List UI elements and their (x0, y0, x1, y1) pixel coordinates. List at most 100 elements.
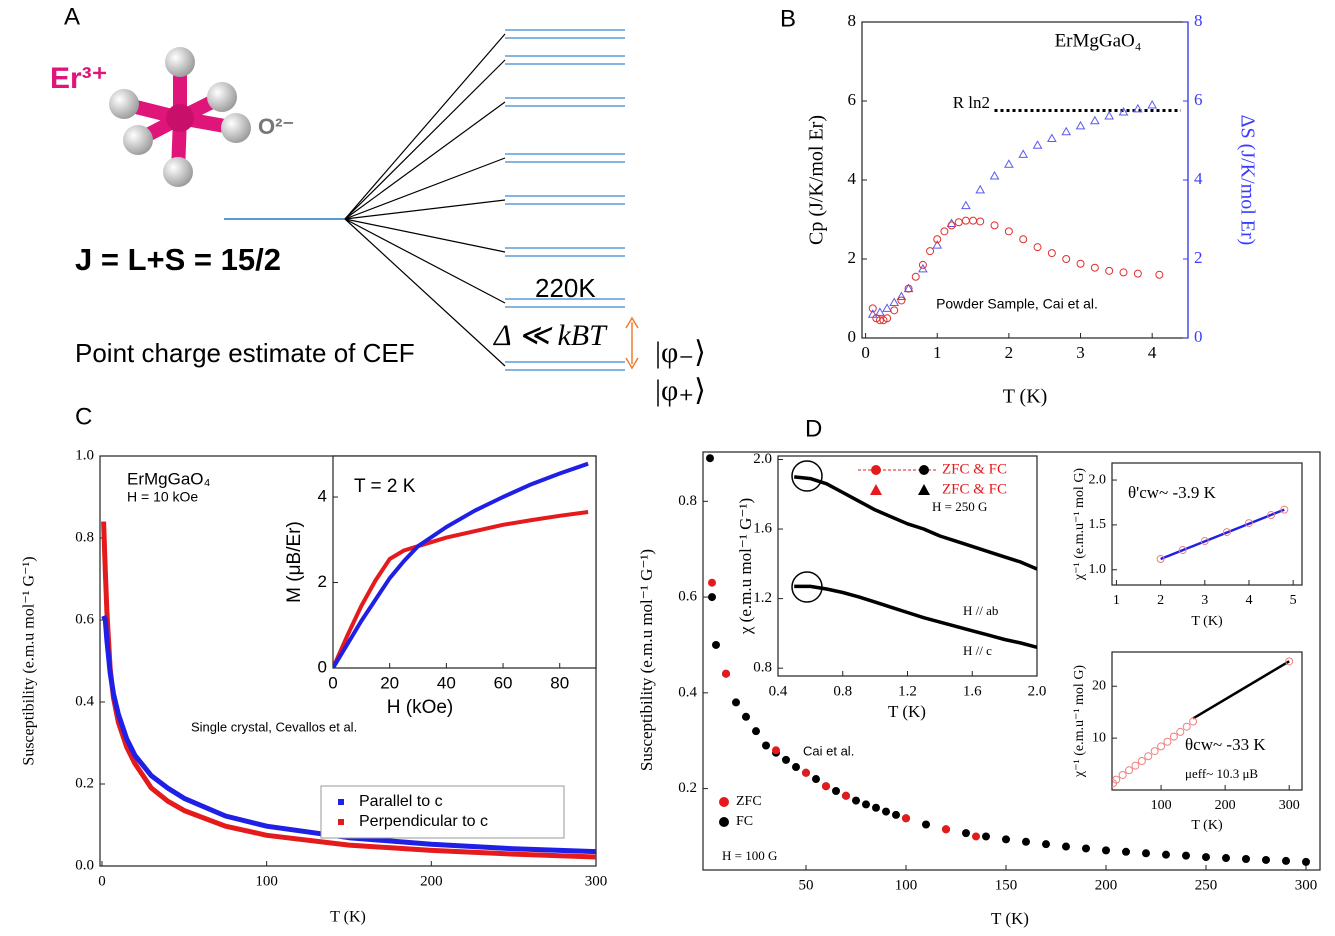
series-group (101, 521, 596, 860)
y-tick-label: 1.2 (753, 590, 772, 606)
data-point (1061, 126, 1072, 136)
y2-axis-label: ΔS (J/K/mol Er) (1236, 115, 1258, 246)
y-tick-label: 0.4 (75, 693, 94, 709)
x-tick-label: 1 (1113, 593, 1120, 608)
data-point (762, 741, 770, 750)
legend-marker (870, 484, 882, 495)
series-group (867, 99, 1181, 325)
oxygen-atom (109, 89, 139, 119)
highlight-ring (791, 460, 823, 492)
y-tick-label: 0 (848, 327, 857, 346)
series-line (1160, 508, 1285, 561)
data-point (1118, 107, 1129, 116)
data-point (926, 247, 935, 256)
data-point (1131, 761, 1140, 770)
fan-line (344, 218, 506, 367)
data-point (1157, 742, 1166, 751)
y-tick-label: 0 (318, 657, 327, 676)
molecule (109, 47, 251, 187)
data-point (962, 829, 970, 838)
x-tick-label: 4 (1245, 593, 1252, 608)
data-point (1155, 270, 1164, 279)
data-point (1132, 103, 1143, 113)
x-tick-label: 100 (255, 873, 278, 889)
plot-area (332, 455, 597, 669)
x-axis-label: T (K) (330, 909, 366, 926)
x-tick-label: 0 (98, 873, 106, 889)
x-tick-label: 4 (1148, 343, 1157, 362)
data-point (1144, 752, 1153, 761)
data-point (832, 786, 840, 795)
data-point (882, 303, 892, 312)
x-tick-label: 2.0 (1028, 683, 1047, 699)
x-tick-label: 0.4 (769, 683, 788, 699)
legend-marker (719, 817, 729, 827)
y-tick-label: 1.5 (1089, 517, 1107, 532)
data-point (976, 217, 985, 226)
oxygen-atom (221, 113, 251, 143)
y-axis-label: χ⁻¹ (e.m.u⁻¹ mol G) (1072, 468, 1087, 582)
data-point (1200, 537, 1209, 546)
oxygen-atom (207, 82, 237, 112)
ligand-label: O²⁻ (258, 114, 294, 139)
x-tick-label: 1.6 (963, 683, 982, 699)
data-point (1002, 835, 1010, 844)
y2-tick-label: 2 (1194, 248, 1203, 267)
data-point (904, 284, 913, 293)
annotation: H = 250 G (932, 499, 987, 514)
legend-marker (338, 819, 344, 825)
plot-area (1111, 462, 1303, 586)
y2-tick-label: 0 (1194, 327, 1203, 346)
x-axis-label: H (kOe) (387, 697, 454, 718)
y-tick-label: 0.8 (75, 529, 94, 545)
x-tick-label: 100 (1151, 798, 1172, 813)
data-point (1004, 159, 1014, 168)
j-label: J = L+S = 15/2 (75, 242, 281, 277)
data-point (1302, 857, 1310, 866)
data-point (896, 291, 907, 301)
data-point (742, 712, 750, 721)
data-point (897, 296, 906, 305)
data-point (706, 454, 714, 463)
delta-label: Δ ≪ kBT (493, 319, 608, 352)
arrow-head (625, 316, 639, 370)
annotation: ZFC & FC (942, 481, 1007, 497)
data-point (872, 803, 880, 812)
y-axis-label: χ⁻¹ (e.m.u⁻¹ mol G) (1072, 665, 1087, 779)
data-point (1182, 722, 1191, 731)
chart: 0 20 40 60 80 0 2 4 H (kOe) M (μB/Er) T = 2 K (284, 455, 597, 718)
chart: 0.4 0.8 1.2 1.6 2.0 0.8 1.2 1.6 2.0 T (K) χ (e.m.u… (736, 451, 1046, 721)
y-axis-label: M (μB/Er) (284, 521, 305, 603)
chart: 0 1 2 3 4 0 2 4 6 8 0 2 4 6 8 T (K) Cp (J/K/mol Er) ΔS (J… (780, 5, 1258, 407)
panel-label: A (64, 3, 80, 30)
data-point (890, 306, 899, 315)
annotation: θ'cw~ -3.9 K (1128, 483, 1217, 502)
plot-area (777, 455, 1038, 677)
annotation: T = 2 K (354, 476, 416, 497)
y-tick-label: 1.0 (75, 447, 94, 463)
gap-label: 220K (535, 273, 596, 303)
data-point (961, 200, 971, 210)
annotation: Single crystal, Cevallos et al. (191, 719, 357, 734)
data-point (1133, 269, 1142, 278)
y-tick-label: 0.0 (75, 857, 94, 873)
cef-diagram (109, 29, 639, 371)
x-tick-label: 0 (861, 343, 870, 362)
y-tick-label: 0.6 (678, 589, 697, 605)
x-axis-label: T (K) (888, 702, 926, 721)
y-tick-label: 2 (318, 572, 327, 591)
x-tick-label: 300 (1295, 877, 1318, 893)
x-tick-label: 3 (1201, 593, 1208, 608)
data-point (1222, 528, 1231, 537)
oxygen-atom (163, 157, 193, 187)
data-point (1004, 227, 1013, 236)
data-point (708, 593, 716, 602)
data-point (947, 221, 956, 230)
series-line (101, 614, 596, 855)
x-tick-label: 150 (995, 877, 1018, 893)
x-tick-label: 50 (799, 877, 814, 893)
data-point (1062, 255, 1071, 263)
data-point (1267, 511, 1276, 520)
annotation: Powder Sample, Cai et al. (936, 296, 1098, 312)
